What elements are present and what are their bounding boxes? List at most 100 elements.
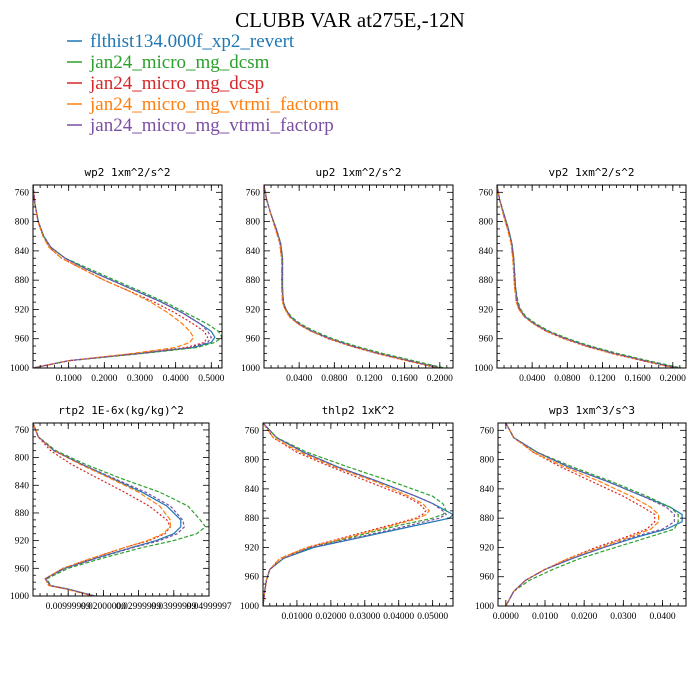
series-line <box>264 185 440 368</box>
y-tick-label: 840 <box>15 247 30 257</box>
series-line <box>264 185 440 368</box>
x-tick-label: 0.0000 <box>493 612 519 622</box>
y-tick-label: 920 <box>246 305 261 315</box>
series-line <box>505 423 679 606</box>
series-group <box>33 423 207 596</box>
series-line <box>263 423 431 606</box>
series-line <box>263 423 447 606</box>
figure-title: CLUBB VAR at275E,-12N <box>235 8 465 32</box>
y-tick-label: 760 <box>246 188 261 198</box>
x-tick-label: 0.03000 <box>349 612 380 622</box>
y-tick-label: 760 <box>245 426 260 436</box>
plot-frame <box>263 184 454 369</box>
y-tick-label: 960 <box>246 335 261 345</box>
y-tick-label: 840 <box>480 485 495 495</box>
x-tick-label: 0.0400 <box>649 612 675 622</box>
y-tick-label: 920 <box>15 305 30 315</box>
chart-panel: wp2 1xm^2/s^2 760 800 840 880 920 960 1000 0.100… <box>10 166 225 384</box>
y-tick-label: 840 <box>479 247 494 257</box>
chart-panel: wp3 1xm^3/s^3 760 800 840 880 920 960 10000.000… <box>475 404 687 622</box>
panel-title: up2 1xm^2/s^2 <box>315 166 401 179</box>
y-tick-label: 800 <box>245 456 260 466</box>
x-tick-label: 0.1200 <box>589 374 615 384</box>
y-tick-label: 960 <box>480 573 495 583</box>
x-tick-label: 0.1600 <box>625 374 651 384</box>
series-line <box>33 423 172 596</box>
panel-title: vp2 1xm^2/s^2 <box>548 166 634 179</box>
y-tick-label: 1000 <box>10 592 29 602</box>
plot-frame <box>496 184 687 369</box>
series-line <box>33 185 213 368</box>
y-tick-label: 960 <box>15 335 30 345</box>
series-line <box>33 423 186 596</box>
x-tick-label: 0.03999999 <box>151 602 196 612</box>
y-tick-label: 880 <box>480 514 495 524</box>
y-tick-label: 840 <box>245 485 260 495</box>
series-line <box>33 185 216 368</box>
x-tick-label: 0.0800 <box>554 374 580 384</box>
y-tick-label: 880 <box>15 509 30 519</box>
y-tick-label: 760 <box>15 426 30 436</box>
series-group <box>33 185 222 368</box>
series-line <box>263 423 427 606</box>
x-tick-label: 0.4000 <box>163 374 189 384</box>
x-tick-label: 0.5000 <box>198 374 224 384</box>
panels: wp2 1xm^2/s^2 760 800 840 880 920 960 1000 0.100… <box>10 166 687 622</box>
y-tick-label: 800 <box>15 218 30 228</box>
y-tick-label: 920 <box>15 537 30 547</box>
series-group <box>497 185 682 368</box>
y-tick-label: 880 <box>479 276 494 286</box>
chart-panel: vp2 1xm^2/s^2 760 800 840 880 920 960 1000 0.040… <box>474 166 687 384</box>
y-tick-label: 760 <box>479 188 494 198</box>
plot-frame <box>497 422 687 607</box>
series-group <box>264 185 445 368</box>
x-tick-label: 0.01000 <box>281 612 312 622</box>
y-tick-label: 1000 <box>241 364 260 374</box>
series-line <box>33 185 209 368</box>
x-tick-label: 0.04000 <box>383 612 414 622</box>
y-tick-label: 1000 <box>474 364 493 374</box>
x-tick-label: 0.2000 <box>91 374 117 384</box>
series-line <box>505 423 660 606</box>
x-tick-label: 0.0100 <box>532 612 558 622</box>
legend-entry: flthist134.000f_xp2_revert <box>90 31 295 52</box>
legend-entry: jan24_micro_mg_vtrmi_factorp <box>89 115 334 136</box>
y-tick-label: 760 <box>15 188 30 198</box>
y-tick-label: 1000 <box>240 602 259 612</box>
panel-title: wp3 1xm^3/s^3 <box>549 404 635 417</box>
series-group <box>505 423 683 606</box>
legend-entry: jan24_micro_mg_dcsm <box>89 52 270 73</box>
plot-frame <box>32 184 223 369</box>
series-line <box>33 423 171 596</box>
y-tick-label: 920 <box>480 543 495 553</box>
x-tick-label: 0.0300 <box>610 612 636 622</box>
chart-panel: rtp2 1E-6x(kg/kg)^2 760 800 840 880 920 960 100… <box>10 404 232 612</box>
x-tick-label: 0.1600 <box>392 374 418 384</box>
y-tick-label: 960 <box>245 573 260 583</box>
x-tick-label: 0.2000 <box>427 374 453 384</box>
y-tick-label: 800 <box>246 218 261 228</box>
y-tick-label: 880 <box>15 276 30 286</box>
legend-entry: jan24_micro_mg_vtrmi_factorm <box>89 94 339 115</box>
chart-panel: up2 1xm^2/s^2 760 800 840 880 920 960 1000 0.040… <box>241 166 454 384</box>
series-line <box>505 423 656 606</box>
x-tick-label: 0.3000 <box>127 374 153 384</box>
y-tick-label: 800 <box>480 456 495 466</box>
y-tick-label: 840 <box>246 247 261 257</box>
plot-frame <box>32 422 210 597</box>
series-line <box>33 423 182 596</box>
x-tick-label: 0.00999999 <box>46 602 91 612</box>
series-line <box>264 185 440 368</box>
y-tick-label: 880 <box>245 514 260 524</box>
x-tick-label: 0.0800 <box>321 374 347 384</box>
plot-frame <box>262 422 454 607</box>
y-tick-label: 760 <box>480 426 495 436</box>
series-group <box>263 423 453 606</box>
y-tick-label: 960 <box>15 564 30 574</box>
series-line <box>263 423 448 606</box>
series-line <box>497 185 678 368</box>
y-tick-label: 880 <box>246 276 261 286</box>
x-tick-label: 0.0400 <box>286 374 312 384</box>
x-tick-label: 0.04999997 <box>186 602 231 612</box>
x-tick-label: 0.1000 <box>56 374 82 384</box>
